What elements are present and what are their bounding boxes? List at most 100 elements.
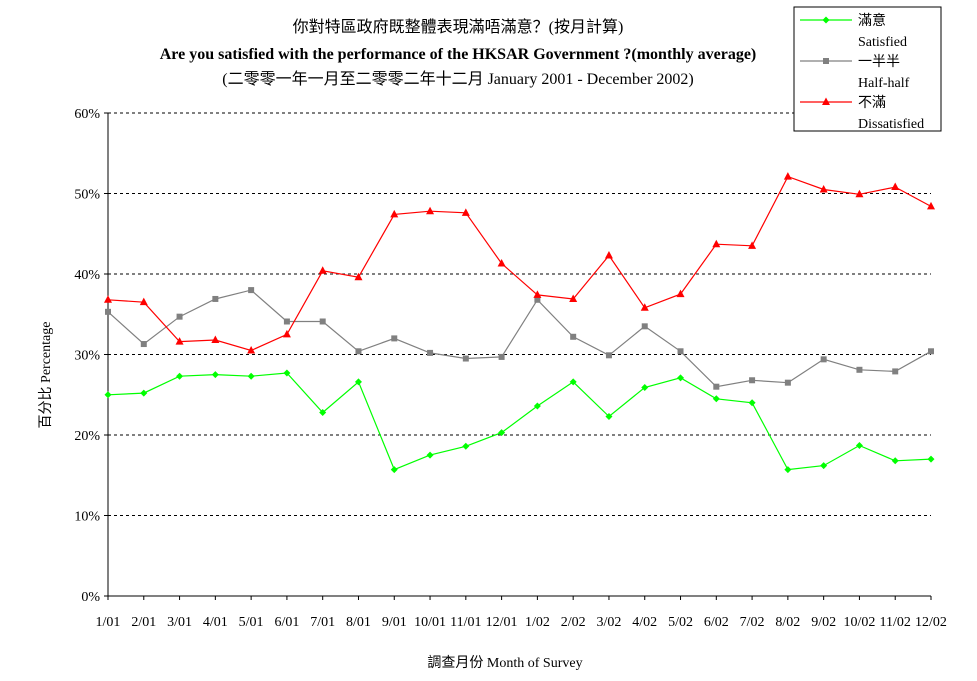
data-point [640, 303, 649, 311]
data-point [283, 369, 291, 377]
data-point [748, 399, 756, 407]
x-tick-label: 4/02 [632, 615, 657, 630]
data-point [282, 329, 291, 338]
chart-title-line: (二零零一年一月至二零零二年十二月 January 2001 - Decembe… [222, 70, 693, 88]
y-tick-label: 50% [74, 188, 100, 203]
x-tick-label: 2/01 [131, 615, 156, 630]
y-tick-label: 20% [74, 429, 100, 444]
data-point [712, 239, 721, 248]
legend: 滿意 Satisfied 一半半 Half-half 不滿 Dissatisfied [793, 6, 942, 132]
x-tick-label: 7/02 [740, 615, 765, 630]
data-point [712, 395, 720, 403]
data-point [605, 352, 612, 359]
x-tick-label: 3/02 [597, 615, 622, 630]
data-point [355, 348, 362, 355]
x-tick-label: 4/01 [203, 615, 228, 630]
data-point [569, 294, 578, 302]
data-point [176, 313, 183, 320]
x-tick-label: 10/02 [843, 615, 875, 630]
x-tick-label: 9/02 [811, 615, 836, 630]
data-point [748, 241, 757, 249]
data-point [783, 172, 792, 180]
x-tick-label: 6/01 [274, 615, 299, 630]
data-point [283, 318, 290, 325]
data-point [605, 412, 613, 420]
chart-title-line: Are you satisfied with the performance o… [160, 46, 757, 63]
legend-item: 一半半 Half-half [800, 54, 910, 91]
x-tick-label: 1/02 [525, 615, 550, 630]
data-point [461, 208, 470, 216]
data-point [784, 466, 792, 474]
data-point [498, 353, 505, 360]
data-point [247, 345, 256, 354]
legend-item: 滿意 Satisfied [800, 12, 907, 50]
legend-label-zh: 滿意 [858, 12, 886, 29]
data-point [820, 356, 827, 363]
series-dissatisfied [104, 172, 935, 354]
x-axis-ticks: 1/01 2/01 3/01 4/01 5/01 6/01 7/01 8/01 9/01 10/0… [96, 596, 947, 630]
legend-label-en: Dissatisfied [858, 117, 924, 132]
x-tick-label: 1/01 [96, 615, 121, 630]
x-tick-label: 12/01 [486, 615, 518, 630]
data-point [211, 335, 220, 344]
data-point [318, 266, 327, 274]
data-point [855, 441, 863, 449]
data-point [248, 287, 255, 294]
data-point [498, 429, 506, 437]
series-line [107, 175, 932, 352]
data-point [427, 349, 434, 356]
data-point [604, 250, 613, 259]
data-point [820, 462, 828, 470]
data-point [319, 318, 326, 325]
data-point [855, 189, 864, 198]
data-point [569, 378, 577, 386]
x-tick-label: 12/02 [915, 615, 947, 630]
data-point [175, 337, 184, 345]
series-halfhalf [105, 287, 934, 390]
data-point [641, 323, 648, 330]
data-point [927, 455, 935, 463]
series-layer [104, 172, 935, 474]
data-point [927, 201, 935, 210]
x-tick-label: 2/02 [561, 615, 586, 630]
x-tick-label: 8/01 [346, 615, 371, 630]
data-point [462, 355, 469, 362]
x-tick-label: 11/01 [450, 615, 481, 630]
legend-swatch-marker [823, 58, 829, 64]
legend-label-en: Half-half [858, 76, 910, 91]
x-tick-label: 7/01 [310, 615, 335, 630]
data-point [749, 377, 756, 384]
data-point [391, 335, 398, 342]
data-point [140, 389, 148, 397]
data-point [354, 378, 362, 386]
data-point [105, 308, 111, 315]
data-point [426, 206, 435, 215]
x-tick-label: 5/02 [668, 615, 693, 630]
data-point [319, 408, 327, 416]
data-point [390, 466, 398, 474]
legend-label-zh: 不滿 [858, 95, 886, 111]
data-point [426, 451, 434, 459]
data-point [534, 296, 541, 303]
data-point [176, 372, 184, 380]
data-point [212, 295, 219, 302]
data-point [677, 348, 684, 355]
data-point [892, 368, 899, 375]
data-point [104, 295, 112, 303]
series-satisfied [104, 369, 935, 474]
data-point [533, 402, 541, 410]
data-point [104, 391, 112, 399]
data-point [390, 209, 399, 218]
data-point [139, 297, 148, 306]
data-point [676, 289, 685, 298]
x-axis-label: 調查月份 Month of Survey [427, 655, 582, 671]
legend-swatch-marker [822, 16, 830, 24]
data-point [891, 457, 899, 465]
series-line [107, 372, 932, 471]
chart-title-line: 你對特區政府既整體表現滿唔滿意？(按月計算) [293, 17, 624, 36]
y-tick-label: 40% [74, 268, 100, 283]
title-layer: 你對特區政府既整體表現滿唔滿意？(按月計算) Are you satisfied … [160, 17, 757, 88]
legend-box [793, 6, 942, 132]
legend-label-en: Satisfied [858, 35, 907, 50]
